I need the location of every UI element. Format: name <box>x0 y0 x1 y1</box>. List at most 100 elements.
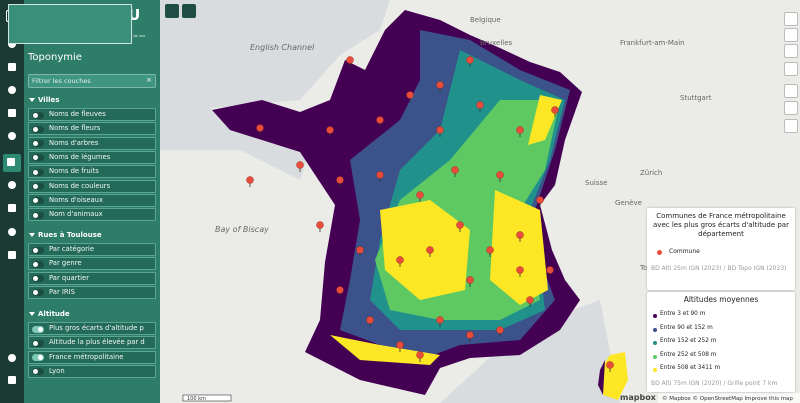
nav-icon[interactable] <box>3 154 21 172</box>
sidebar: TERRAVISULa visualisation de données car… <box>24 0 160 403</box>
france-508 <box>330 335 440 365</box>
layer-row[interactable]: Noms d'oiseaux <box>28 193 156 207</box>
map-control[interactable] <box>784 62 798 76</box>
layer-row[interactable]: Noms de fleurs <box>28 122 156 136</box>
pin <box>496 171 504 179</box>
layer-row[interactable]: Plus gros écarts d'altitude p <box>28 322 156 335</box>
toggle[interactable] <box>32 125 44 133</box>
pin <box>526 296 534 304</box>
france-508 <box>380 200 470 300</box>
layer-name: Noms de légumes <box>49 152 111 161</box>
layer-row[interactable]: Par genre <box>28 257 156 271</box>
nav-icon[interactable] <box>6 38 18 50</box>
toggle[interactable] <box>32 197 44 205</box>
map-control[interactable] <box>784 44 798 58</box>
map-label: English Channel <box>250 43 315 52</box>
layer-row[interactable]: Nom d'animaux <box>28 208 156 222</box>
toggle-knob <box>33 112 38 118</box>
pin <box>451 166 459 174</box>
layer-name: Plus gros écarts d'altitude p <box>49 324 144 332</box>
map-label: Bruxelles <box>480 39 513 47</box>
group-caret <box>29 233 35 237</box>
pin <box>551 106 559 114</box>
legend-altitudes: Altitudes moyennes Entre 3 et 90 m Entre 9… <box>647 292 795 392</box>
toggle[interactable] <box>32 211 44 219</box>
filter-clear[interactable]: × <box>146 76 152 84</box>
layer-row[interactable]: Par quartier <box>28 271 156 285</box>
map-label: Suisse <box>585 179 607 187</box>
group-caret <box>29 98 35 102</box>
layer-row[interactable]: Noms de légumes <box>28 150 156 164</box>
toggle[interactable] <box>32 289 44 297</box>
layer-row[interactable]: Noms d'arbres <box>28 136 156 150</box>
pin <box>436 126 444 134</box>
pin <box>456 221 464 229</box>
layer-name: Par genre <box>49 259 82 268</box>
toggle[interactable] <box>32 154 44 162</box>
nav-icon[interactable] <box>6 202 18 214</box>
map-control[interactable] <box>784 101 798 115</box>
filter-input[interactable]: Filtrer les couches × <box>28 74 156 88</box>
toggle[interactable] <box>32 368 44 376</box>
nav-icon[interactable] <box>6 84 18 96</box>
nav-icon[interactable] <box>6 374 18 386</box>
nav-icon-glyph <box>7 158 15 166</box>
toggle[interactable] <box>32 168 44 176</box>
map-control[interactable] <box>784 28 798 42</box>
nav-icon[interactable] <box>6 226 18 238</box>
nav-icon-glyph <box>8 181 16 189</box>
map-control[interactable] <box>784 119 798 133</box>
map[interactable]: Belgique Bruxelles English Channel Bay of B… <box>160 0 800 403</box>
layer-name: Par quartier <box>49 273 90 282</box>
legend-source: BD Alti 25m IGN (2023) / BD Topo IGN (20… <box>651 265 787 272</box>
legend-item: Entre 90 et 152 m <box>660 324 713 331</box>
group-title: Altitude <box>38 310 70 318</box>
toggle[interactable] <box>32 111 44 119</box>
legend-pin <box>657 250 662 255</box>
layer-row[interactable]: Par catégorie <box>28 243 156 256</box>
toggle[interactable] <box>32 354 44 362</box>
toggle[interactable] <box>32 339 44 347</box>
nav-icon-glyph <box>8 40 16 48</box>
toggle[interactable] <box>32 140 44 148</box>
toggle[interactable] <box>32 246 44 254</box>
pin <box>336 176 344 184</box>
map-label: Belgique <box>470 16 501 24</box>
pin <box>436 316 444 324</box>
nav-icon-glyph <box>8 204 16 212</box>
pin <box>466 56 474 64</box>
map-button[interactable] <box>182 4 196 18</box>
layer-row[interactable]: Noms de couleurs <box>28 179 156 193</box>
nav-icon[interactable] <box>6 61 18 73</box>
pin <box>516 126 524 134</box>
layer-row[interactable]: Noms de fruits <box>28 165 156 179</box>
map-button[interactable] <box>165 4 179 18</box>
layer-name: Noms de couleurs <box>49 181 111 190</box>
toggle[interactable] <box>32 275 44 283</box>
toggle-knob <box>33 198 38 204</box>
map-control[interactable] <box>784 84 798 98</box>
map-label: Frankfurt-am-Main <box>620 39 685 47</box>
nav-icon[interactable] <box>6 352 18 364</box>
pin <box>396 341 404 349</box>
layer-row[interactable]: Noms de fleuves <box>28 108 156 121</box>
nav-icon[interactable] <box>6 107 18 119</box>
layer-row[interactable]: Altitude la plus élevée par d <box>28 336 156 350</box>
nav-icon[interactable] <box>6 179 18 191</box>
layer-row[interactable]: Par IRIS <box>28 285 156 299</box>
legend-item: Entre 252 et 508 m <box>660 351 717 358</box>
toggle-knob <box>38 355 43 361</box>
nav-icon-glyph <box>8 109 16 117</box>
nav-icon[interactable] <box>6 249 18 261</box>
pin <box>486 246 494 254</box>
toggle[interactable] <box>32 325 44 333</box>
toggle[interactable] <box>32 260 44 268</box>
nav-icon[interactable] <box>6 130 18 142</box>
toggle[interactable] <box>32 183 44 190</box>
layer-name: Lyon <box>49 366 65 375</box>
layer-row[interactable]: France métropolitaine <box>28 350 156 364</box>
layer-row[interactable]: Lyon <box>28 364 156 378</box>
toggle-knob <box>33 184 38 189</box>
layer-name: Par IRIS <box>49 287 75 296</box>
map-control[interactable] <box>784 12 798 26</box>
